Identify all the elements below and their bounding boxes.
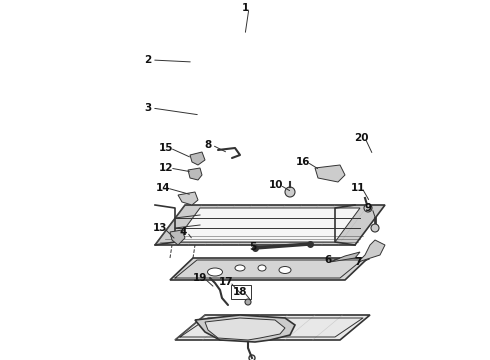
Text: 5: 5 [249, 242, 257, 252]
Polygon shape [330, 252, 360, 262]
Text: 19: 19 [193, 273, 207, 283]
Text: 17: 17 [219, 277, 233, 287]
Polygon shape [195, 315, 295, 342]
Text: 8: 8 [204, 140, 212, 150]
Text: 3: 3 [145, 103, 151, 113]
Polygon shape [175, 315, 370, 340]
Text: 1: 1 [242, 3, 248, 13]
Polygon shape [188, 168, 202, 180]
Polygon shape [205, 318, 285, 340]
Text: 15: 15 [159, 143, 173, 153]
Text: 4: 4 [179, 227, 187, 237]
Polygon shape [155, 205, 385, 245]
Polygon shape [358, 240, 385, 262]
Ellipse shape [258, 265, 266, 271]
Ellipse shape [207, 268, 222, 276]
Text: 11: 11 [351, 183, 365, 193]
Text: 10: 10 [269, 180, 283, 190]
Polygon shape [178, 192, 198, 205]
Polygon shape [175, 208, 360, 242]
Text: 12: 12 [159, 163, 173, 173]
Text: 16: 16 [296, 157, 310, 167]
Circle shape [285, 187, 295, 197]
Text: 14: 14 [156, 183, 171, 193]
Circle shape [364, 204, 372, 212]
Polygon shape [170, 230, 185, 245]
Text: 20: 20 [354, 133, 368, 143]
Text: 18: 18 [233, 287, 247, 297]
Polygon shape [170, 258, 368, 280]
Circle shape [245, 299, 251, 305]
Text: 6: 6 [324, 255, 332, 265]
Ellipse shape [279, 266, 291, 274]
Polygon shape [315, 165, 345, 182]
Polygon shape [190, 152, 205, 165]
Text: 9: 9 [365, 203, 371, 213]
Text: 7: 7 [354, 257, 362, 267]
FancyBboxPatch shape [231, 285, 251, 299]
Ellipse shape [235, 265, 245, 271]
Text: 13: 13 [153, 223, 167, 233]
Circle shape [371, 224, 379, 232]
Text: 2: 2 [145, 55, 151, 65]
